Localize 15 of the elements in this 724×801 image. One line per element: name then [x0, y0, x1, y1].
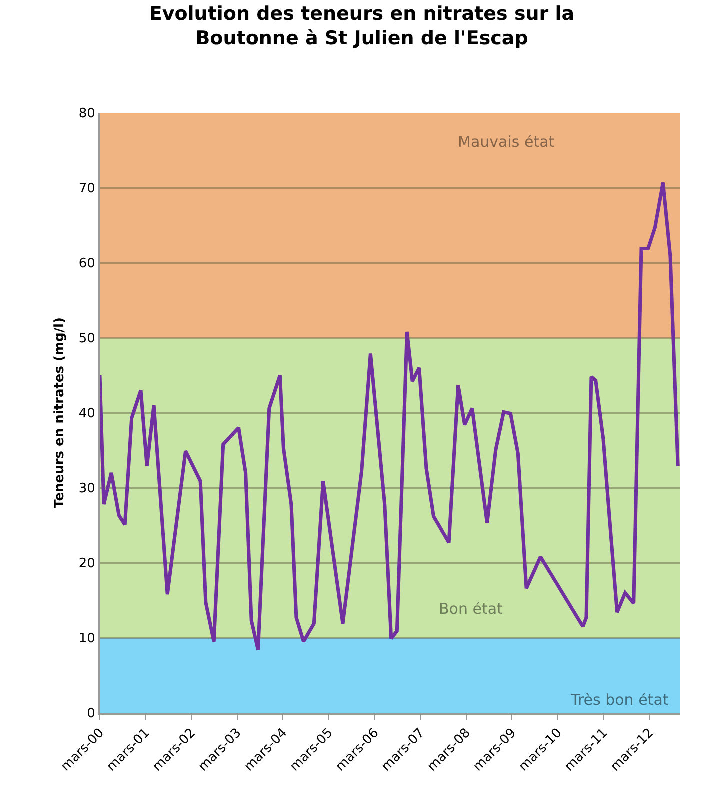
line-series — [100, 181, 680, 652]
chart-title: Evolution des teneurs en nitrates sur la Boutonne à St Julien de l'Escap — [149, 3, 575, 50]
y-tick-label: 60 — [78, 256, 96, 272]
y-tick-label: 40 — [78, 406, 96, 422]
y-tick-label: 0 — [87, 706, 96, 722]
band-label: Très bon état — [570, 691, 669, 709]
y-tick-label: 80 — [78, 106, 96, 122]
y-tick-label: 50 — [78, 332, 96, 347]
y-tick-label: 30 — [78, 482, 96, 497]
band-label: Bon état — [439, 600, 504, 618]
y-axis-title: Teneurs en nitrates (mg/l) — [52, 318, 68, 508]
band-label: Mauvais état — [458, 133, 555, 151]
y-tick-label: 10 — [78, 632, 96, 647]
y-tick-label: 20 — [78, 556, 96, 572]
y-tick-label: 70 — [78, 182, 96, 197]
